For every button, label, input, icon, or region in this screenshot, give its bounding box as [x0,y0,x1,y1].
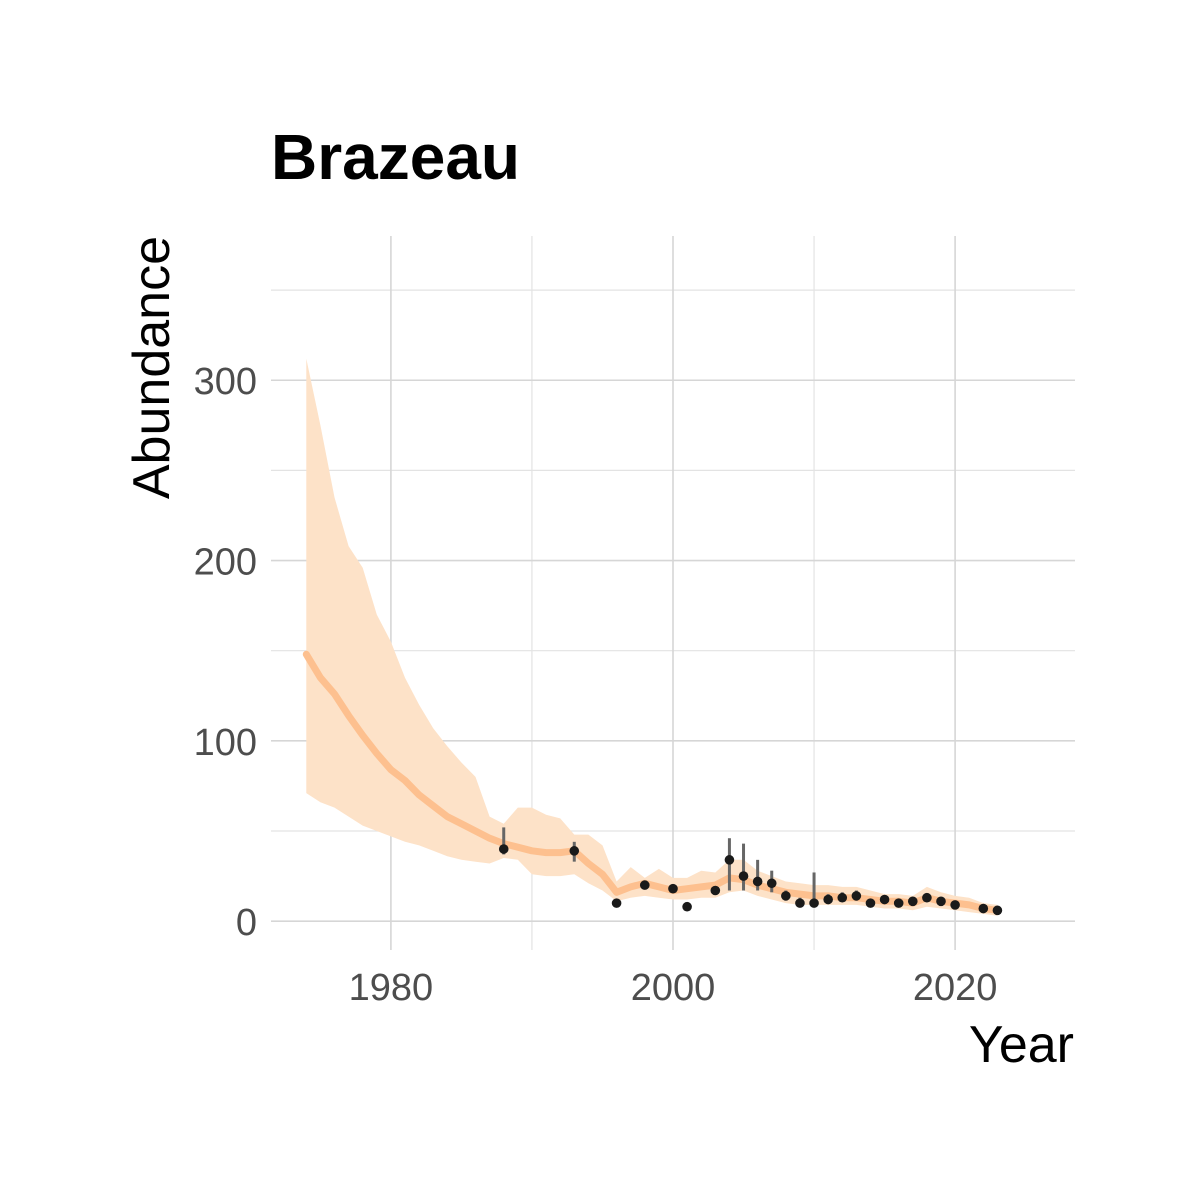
data-point [795,898,805,908]
data-point [837,892,848,903]
data-point [992,905,1003,916]
x-tick-label: 2020 [913,967,998,1009]
data-point [668,883,678,894]
y-tick-label: 0 [236,902,257,944]
data-point [879,894,890,905]
data-point [639,880,650,890]
y-tick-label: 200 [194,542,257,584]
x-tick-label: 1980 [349,967,434,1009]
data-point [738,871,749,881]
y-tick-labels: 0 100 200 300 [194,361,257,944]
y-tick-label: 100 [194,722,257,764]
y-tick-label: 300 [194,361,257,403]
data-point [893,898,904,908]
y-axis-title: Abundance [123,236,181,499]
point-layer [498,844,1003,916]
data-point [752,876,763,887]
x-axis-title: Year [969,1016,1074,1074]
data-point [823,894,833,905]
data-point [907,896,918,907]
data-point [851,891,862,901]
data-point [569,846,580,856]
chart-title: Brazeau [271,121,520,193]
data-point [766,878,777,889]
x-tick-labels: 1980 2000 2020 [349,967,998,1009]
data-point [950,900,960,910]
data-point [710,885,721,896]
grid [271,236,1075,950]
data-point [865,898,876,908]
data-point [922,892,932,903]
data-point [724,855,735,865]
data-point [809,898,819,908]
confidence-ribbon [306,358,998,916]
ribbon-layer [306,358,998,916]
data-point [978,903,989,914]
data-point [936,896,946,907]
data-point [611,898,622,908]
data-point [682,901,692,912]
data-point [781,891,791,901]
x-tick-label: 2000 [631,967,716,1009]
data-point [498,844,509,854]
